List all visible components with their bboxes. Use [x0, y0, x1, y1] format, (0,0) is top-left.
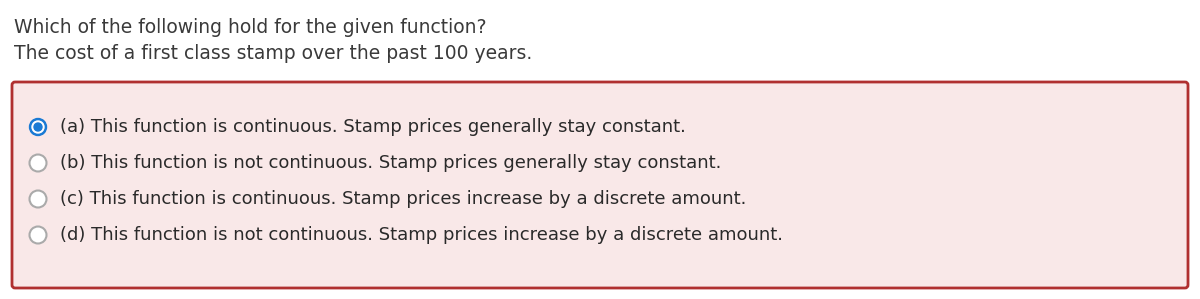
Text: (c) This function is continuous. Stamp prices increase by a discrete amount.: (c) This function is continuous. Stamp p… — [60, 190, 746, 208]
Text: The cost of a first class stamp over the past 100 years.: The cost of a first class stamp over the… — [14, 44, 533, 63]
Text: (a) This function is continuous. Stamp prices generally stay constant.: (a) This function is continuous. Stamp p… — [60, 118, 686, 136]
Circle shape — [34, 123, 42, 131]
Circle shape — [30, 190, 47, 208]
Circle shape — [32, 121, 44, 133]
Text: Which of the following hold for the given function?: Which of the following hold for the give… — [14, 18, 486, 37]
Circle shape — [30, 118, 47, 135]
Circle shape — [30, 155, 47, 172]
FancyBboxPatch shape — [12, 82, 1188, 288]
Text: (b) This function is not continuous. Stamp prices generally stay constant.: (b) This function is not continuous. Sta… — [60, 154, 721, 172]
Circle shape — [30, 227, 47, 243]
Text: (d) This function is not continuous. Stamp prices increase by a discrete amount.: (d) This function is not continuous. Sta… — [60, 226, 784, 244]
